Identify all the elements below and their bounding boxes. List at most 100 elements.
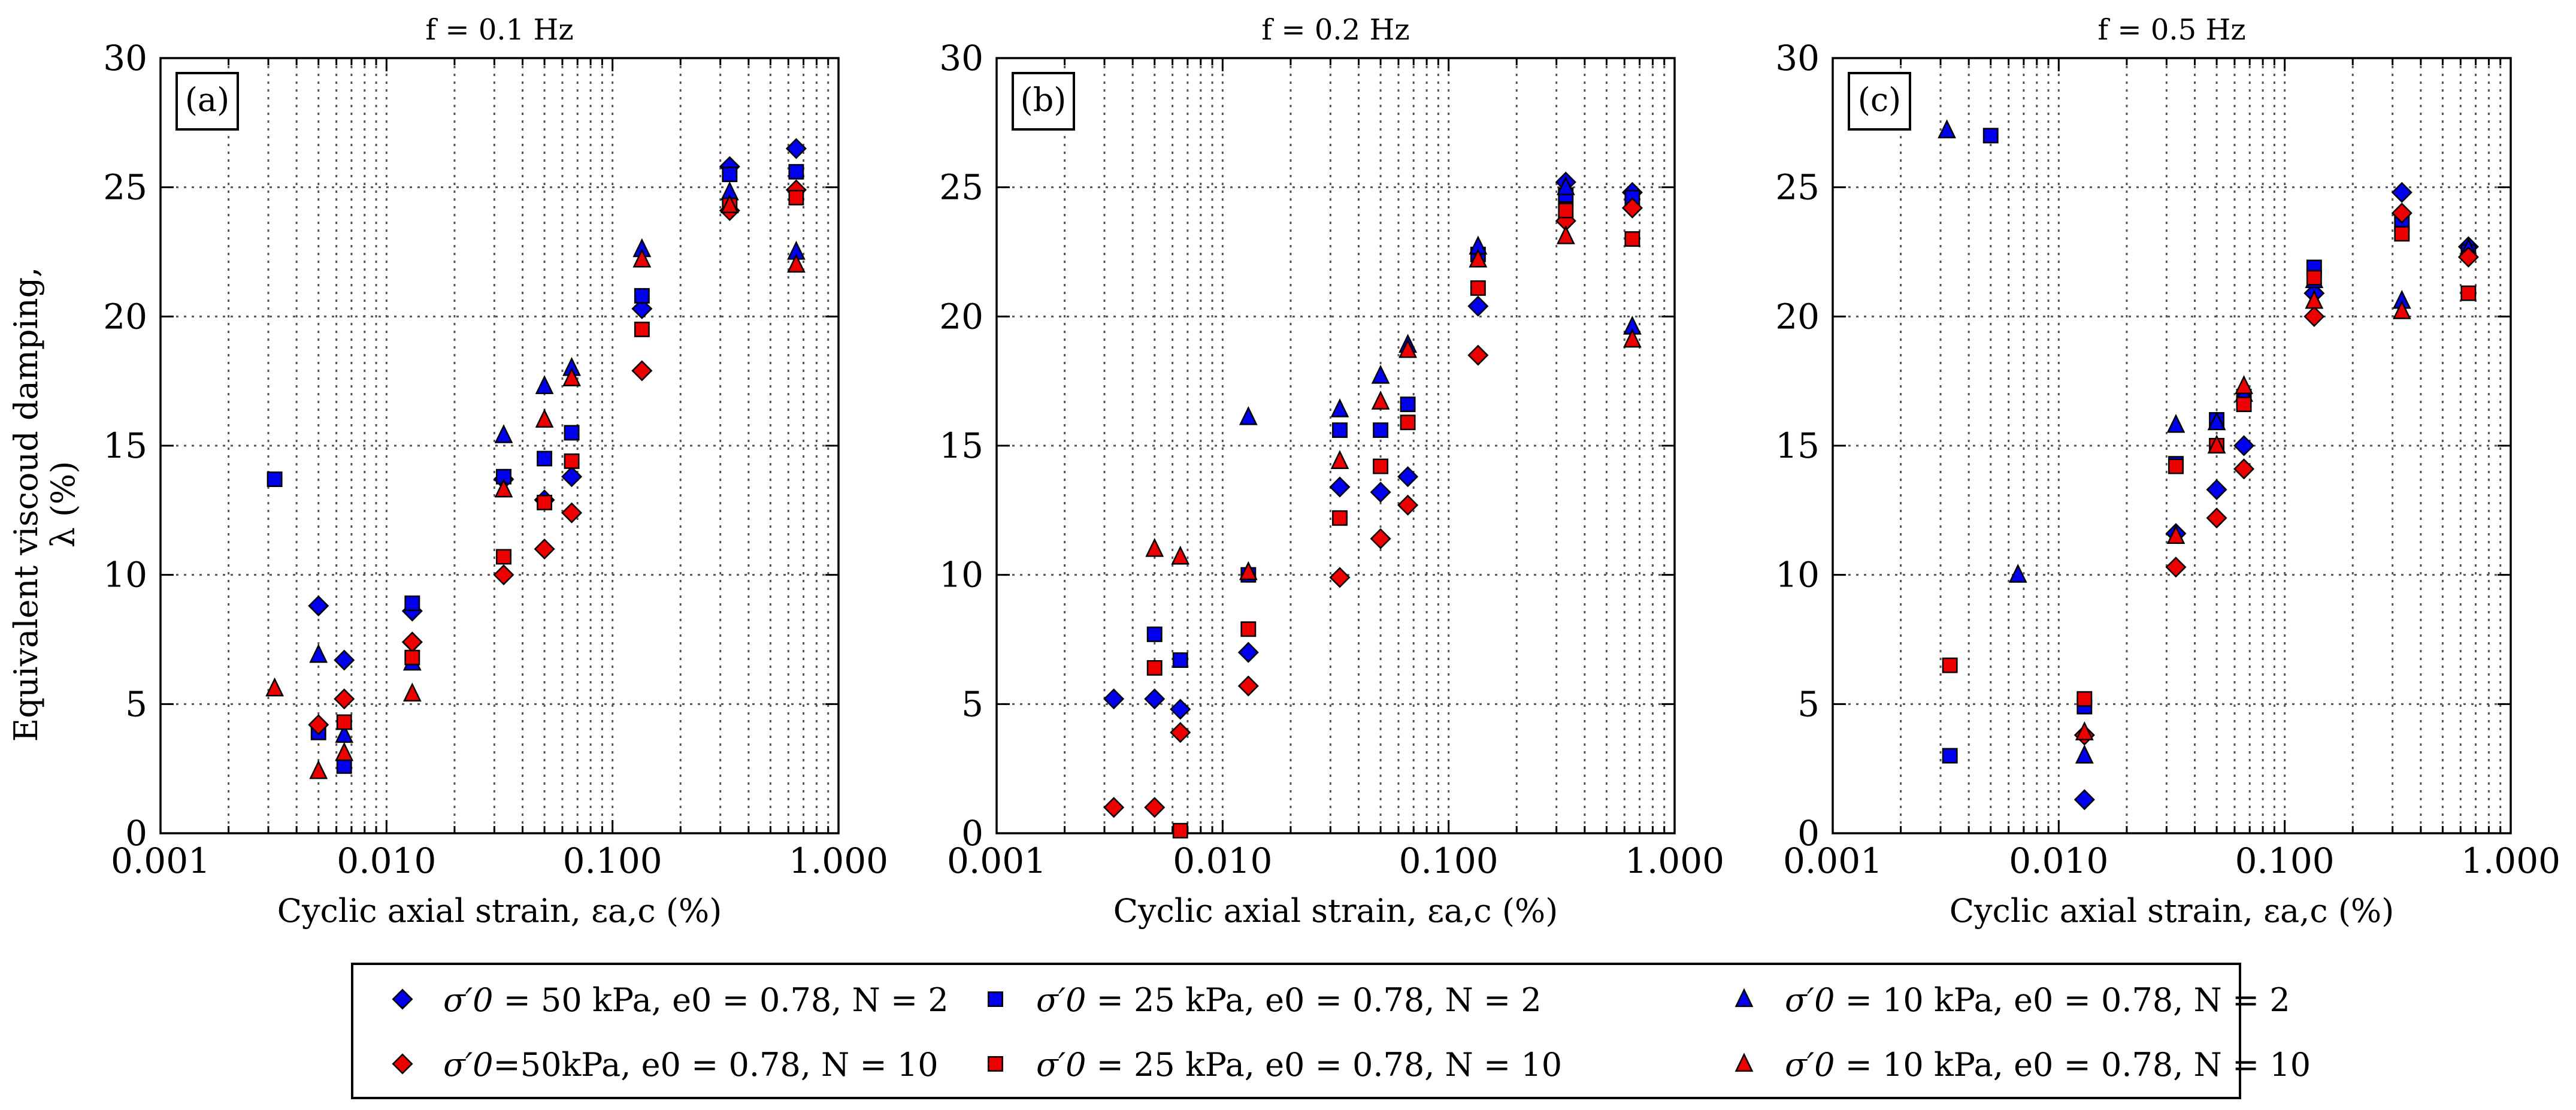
- ticks: [159, 57, 840, 834]
- data-point: [1467, 295, 1489, 317]
- data-point: [1938, 119, 1956, 138]
- ticks: [1832, 57, 2512, 834]
- data-point: [267, 471, 283, 488]
- y-tick-label: 15: [103, 425, 147, 466]
- data-point: [1556, 176, 1575, 195]
- data-point: [788, 189, 804, 205]
- legend-label: σ′0 = 50 kPa, e0 = 0.78, N = 2: [443, 981, 949, 1019]
- chart-title: f = 0.2 Hz: [1261, 13, 1409, 47]
- data-point: [1330, 450, 1349, 469]
- data-point: [1237, 642, 1259, 663]
- data-point: [1332, 422, 1348, 438]
- data-point: [1942, 657, 1958, 673]
- series-s50n10: [1103, 197, 1643, 818]
- data-point: [535, 375, 554, 394]
- data-point: [2166, 413, 2185, 433]
- legend-text: = 10 kPa, e0 = 0.78, N = 2: [1835, 981, 2290, 1019]
- data-point: [788, 164, 804, 180]
- y-tick-label: 30: [103, 38, 147, 78]
- legend-text: = 25 kPa, e0 = 0.78, N = 2: [1086, 981, 1541, 1019]
- data-point: [631, 298, 653, 319]
- series-s25n2: [1146, 187, 1640, 668]
- x-tick-label: 1.000: [2461, 840, 2560, 881]
- data-point: [2008, 564, 2027, 583]
- data-point: [1172, 652, 1188, 668]
- x-tick-label: 0.010: [2009, 840, 2108, 881]
- legend: σ′0 = 50 kPa, e0 = 0.78, N = 2 σ′0 = 25 k…: [351, 963, 2311, 1099]
- series-s25n10: [1942, 226, 2477, 707]
- x-axis-label: Cyclic axial strain, εa,c (%): [277, 892, 722, 930]
- legend-entry-s25n10: σ′0 = 25 kPa, e0 = 0.78, N = 10: [988, 1046, 1562, 1084]
- data-point: [1237, 675, 1259, 697]
- data-point: [1103, 797, 1125, 818]
- series-s50n2: [2073, 182, 2479, 810]
- series-s25n10: [1146, 202, 1640, 839]
- y-tick-label: 10: [103, 555, 147, 595]
- legend-label: σ′0=50kPa, e0 = 0.78, N = 10: [443, 1046, 939, 1084]
- data-point: [1370, 482, 1391, 503]
- x-tick-label: 0.100: [2235, 840, 2335, 881]
- data-point: [1621, 197, 1643, 219]
- data-point: [308, 595, 329, 616]
- data-point: [1146, 626, 1163, 642]
- legend-marker: [392, 1053, 413, 1075]
- data-point: [2233, 435, 2255, 456]
- series-s25n10: [336, 189, 804, 730]
- x-tick-label: 0.010: [1173, 840, 1272, 881]
- data-point: [2391, 202, 2412, 224]
- data-point: [2165, 556, 2187, 578]
- data-point: [334, 649, 355, 671]
- data-point: [1982, 128, 1999, 144]
- data-point: [2076, 691, 2093, 707]
- legend-text: = 25 kPa, e0 = 0.78, N = 10: [1086, 1046, 1562, 1084]
- data-point: [334, 688, 355, 710]
- data-point: [1145, 537, 1164, 557]
- y-tick-label: 15: [1775, 425, 1820, 466]
- y-tick-label: 5: [125, 683, 147, 724]
- data-point: [561, 466, 583, 488]
- chart-title: f = 0.5 Hz: [2097, 13, 2245, 47]
- data-point: [494, 478, 513, 498]
- data-point: [534, 539, 555, 560]
- data-point: [2207, 434, 2226, 454]
- data-point: [1942, 748, 1958, 764]
- data-point: [1146, 660, 1163, 676]
- data-point: [402, 682, 422, 702]
- legend-entry-s50n10: σ′0=50kPa, e0 = 0.78, N = 10: [392, 1046, 939, 1084]
- legend-marker: [1735, 988, 1754, 1008]
- data-point: [404, 595, 420, 612]
- data-point: [1239, 406, 1258, 425]
- data-point: [634, 321, 650, 337]
- data-point: [535, 409, 554, 428]
- y-axis-label-line2: λ (%): [44, 461, 82, 548]
- grid: [1833, 58, 2511, 833]
- data-point: [1171, 545, 1190, 565]
- data-points: [1103, 171, 1643, 839]
- data-point: [722, 167, 738, 183]
- panel-label-box: [1848, 72, 1911, 131]
- y-tick-label: 20: [103, 296, 147, 337]
- panel-label: (a): [185, 81, 229, 119]
- data-point: [2305, 289, 2324, 309]
- x-tick-label: 0.001: [1783, 840, 1882, 881]
- legend-label: σ′0 = 10 kPa, e0 = 0.78, N = 2: [1785, 981, 2290, 1019]
- legend-sigma: σ′0: [1785, 981, 1835, 1019]
- legend-text: =50kPa, e0 = 0.78, N = 10: [493, 1046, 938, 1084]
- data-point: [2394, 226, 2410, 242]
- data-point: [1467, 344, 1489, 366]
- data-point: [1329, 567, 1351, 588]
- data-point: [496, 549, 511, 565]
- data-point: [537, 450, 553, 467]
- panel-label: (b): [1021, 81, 1067, 119]
- data-point: [1399, 338, 1417, 358]
- x-tick-label: 1.000: [789, 840, 888, 881]
- data-point: [785, 138, 807, 159]
- data-point: [2235, 375, 2253, 394]
- data-point: [2075, 721, 2094, 740]
- data-point: [787, 253, 806, 273]
- data-point: [493, 564, 514, 586]
- data-point: [309, 643, 328, 663]
- data-point: [1144, 797, 1166, 818]
- data-point: [1371, 364, 1390, 384]
- data-point: [2206, 507, 2227, 529]
